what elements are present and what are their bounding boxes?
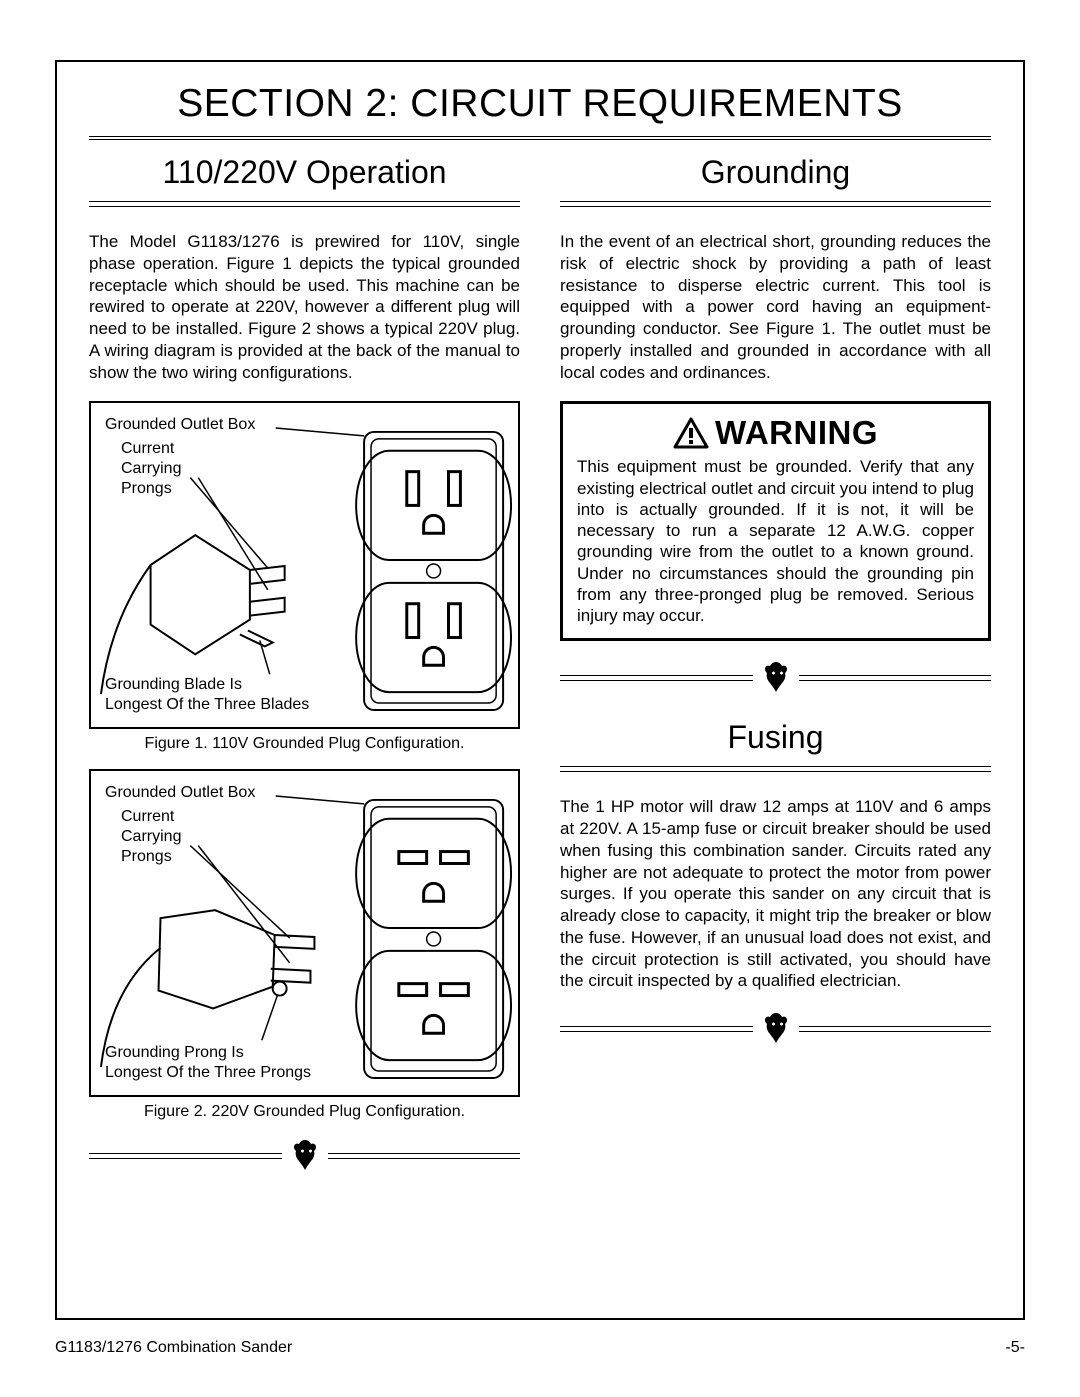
bear-icon [282, 1137, 328, 1178]
heading-fusing: Fusing [560, 709, 991, 766]
fig2-diagram [91, 771, 518, 1095]
rule [560, 766, 991, 772]
fig1-diagram [91, 403, 518, 727]
operation-paragraph: The Model G1183/1276 is prewired for 110… [89, 231, 520, 383]
footer-left: G1183/1276 Combination Sander [55, 1339, 292, 1357]
ornament-rule-right-1 [560, 659, 991, 697]
heading-grounding: Grounding [560, 150, 991, 201]
left-column: 110/220V Operation The Model G1183/1276 … [89, 150, 520, 1187]
right-column: Grounding In the event of an electrical … [560, 150, 991, 1187]
fusing-paragraph: The 1 HP motor will draw 12 amps at 110V… [560, 796, 991, 992]
figure-2-caption: Figure 2. 220V Grounded Plug Configurati… [89, 1103, 520, 1121]
page-footer: G1183/1276 Combination Sander -5- [55, 1339, 1025, 1357]
warning-box: WARNING This equipment must be grounded.… [560, 401, 991, 641]
figure-1-caption: Figure 1. 110V Grounded Plug Configurati… [89, 735, 520, 753]
ornament-rule-left [89, 1137, 520, 1175]
footer-right: -5- [1005, 1339, 1025, 1357]
rule [89, 201, 520, 207]
rule [560, 201, 991, 207]
figure-2-box: Grounded Outlet Box Current Carrying Pro… [89, 769, 520, 1097]
warning-body: This equipment must be grounded. Verify … [577, 456, 974, 626]
heading-operation: 110/220V Operation [89, 150, 520, 201]
warning-triangle-icon [673, 417, 709, 449]
bear-icon [753, 1010, 799, 1051]
ornament-rule-right-2 [560, 1010, 991, 1048]
two-column-layout: 110/220V Operation The Model G1183/1276 … [89, 150, 991, 1187]
bear-icon [753, 659, 799, 700]
figure-1-box: Grounded Outlet Box Current Carrying Pro… [89, 401, 520, 729]
page-frame: SECTION 2: CIRCUIT REQUIREMENTS 110/220V… [55, 60, 1025, 1320]
section-title: SECTION 2: CIRCUIT REQUIREMENTS [89, 82, 991, 140]
grounding-paragraph: In the event of an electrical short, gro… [560, 231, 991, 383]
warning-title: WARNING [715, 414, 878, 452]
